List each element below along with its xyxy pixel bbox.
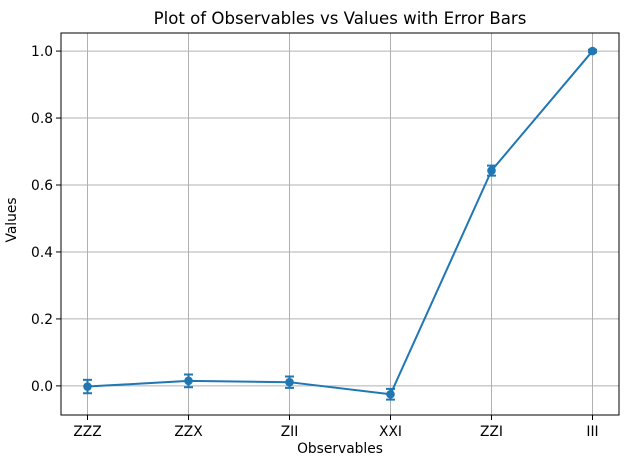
data-point-ZZZ [83,382,92,391]
y-tick-label: 0.0 [31,379,53,395]
y-tick-label: 1.0 [31,44,53,60]
series-line [87,50,594,396]
x-tick-label: III [586,424,598,440]
data-point-XXI [386,389,395,399]
x-tick-label: ZZI [480,424,503,440]
data-series [83,46,597,401]
data-point-III [588,46,597,56]
plot-border [60,32,620,416]
x-tick-label: ZII [281,424,299,440]
data-point-ZZX [184,376,193,386]
chart-title: Plot of Observables vs Values with Error… [154,9,527,28]
y-axis-label: Values [4,197,20,242]
x-tick-label: ZZZ [73,424,101,440]
data-point-ZII [285,377,294,387]
y-tick-label: 0.8 [31,111,53,127]
x-axis-label: Observables [297,441,383,457]
y-tick-label: 0.2 [31,312,53,328]
data-point-ZZI [487,166,496,175]
x-tick-label: XXI [379,424,402,440]
y-tick-label: 0.4 [31,245,53,261]
y-tick-label: 0.6 [31,178,53,194]
axis-ticks: 0.0 0.2 0.4 0.6 0.8 1.0 ZZZ ZZX ZII XXI ZZI III [31,44,599,440]
axes-spines [60,32,620,416]
x-tick-label: ZZX [174,424,203,440]
grid [61,33,619,415]
